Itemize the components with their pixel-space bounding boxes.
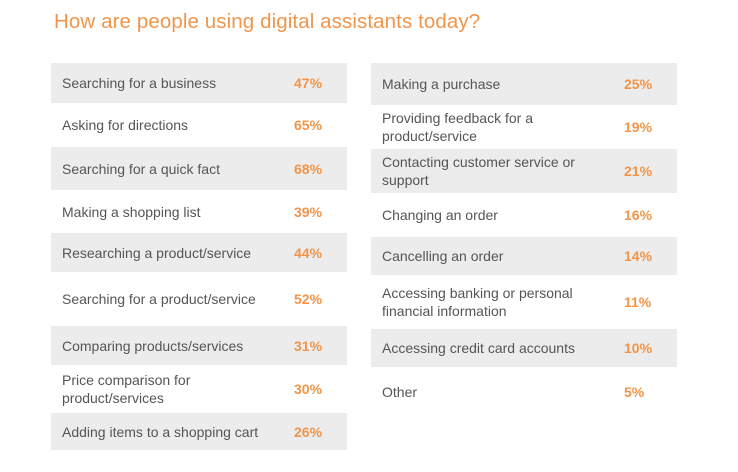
row-label: Comparing products/services: [62, 337, 244, 354]
row-label: Accessing banking or personal financial …: [382, 285, 573, 319]
row-value: 11%: [624, 294, 652, 310]
row-label: Other: [382, 383, 418, 400]
row-value: 44%: [294, 244, 323, 261]
table-row: Searching for a product/service 52%: [51, 272, 347, 326]
table-row: Searching for a quick fact 68%: [51, 147, 347, 190]
row-label: Cancelling an order: [382, 248, 504, 264]
row-value: 5%: [624, 383, 645, 400]
row-value: 19%: [624, 119, 653, 135]
row-value: 16%: [624, 207, 653, 223]
row-label: Searching for a quick fact: [62, 160, 220, 177]
row-label: Changing an order: [382, 207, 498, 223]
table-row: Accessing credit card accounts 10%: [371, 329, 677, 367]
row-label: Asking for directions: [62, 117, 189, 133]
row-label: Searching for a business: [62, 75, 217, 91]
left-column: Searching for a business 47% Asking for di…: [51, 63, 347, 450]
row-label: Contacting customer service or support: [382, 154, 575, 188]
row-value: 39%: [294, 203, 323, 220]
row-label: Providing feedback for a product/service: [382, 110, 533, 144]
table-row: Cancelling an order 14%: [371, 237, 677, 275]
row-label: Searching for a product/service: [62, 291, 256, 307]
row-label: Making a shopping list: [62, 203, 201, 220]
table-row: Providing feedback for a product/service…: [371, 105, 677, 149]
table-row: Other 5%: [371, 367, 677, 416]
row-value: 52%: [294, 291, 323, 307]
table-row: Making a purchase 25%: [371, 63, 677, 105]
table-row: Asking for directions 65%: [51, 103, 347, 147]
row-value: 30%: [294, 381, 323, 397]
row-value: 25%: [624, 76, 653, 92]
row-value: 26%: [294, 423, 323, 440]
table-row: Contacting customer service or support 21…: [371, 149, 677, 193]
row-value: 68%: [294, 160, 323, 177]
row-value: 65%: [294, 117, 323, 133]
row-value: 10%: [624, 340, 653, 356]
row-label: Adding items to a shopping cart: [62, 423, 259, 440]
row-label: Making a purchase: [382, 76, 501, 92]
row-label: Researching a product/service: [62, 244, 252, 261]
table-row: Researching a product/service 44%: [51, 233, 347, 272]
table-row: Making a shopping list 39%: [51, 190, 347, 233]
table-row: Adding items to a shopping cart 26%: [51, 413, 347, 450]
table-row: Searching for a business 47%: [51, 63, 347, 103]
table-row: Accessing banking or personal financial …: [371, 275, 677, 329]
right-column: Making a purchase 25% Providing feedback f…: [371, 63, 677, 416]
row-value: 21%: [624, 163, 653, 179]
row-label: Price comparison for product/services: [62, 372, 191, 406]
row-value: 31%: [294, 337, 323, 354]
table-row: Changing an order 16%: [371, 193, 677, 237]
table-row: Price comparison for product/services 30%: [51, 365, 347, 413]
row-value: 47%: [294, 75, 323, 91]
row-value: 14%: [624, 248, 653, 264]
row-label: Accessing credit card accounts: [382, 340, 575, 356]
table-row: Comparing products/services 31%: [51, 326, 347, 365]
chart-title: How are people using digital assistants …: [54, 10, 481, 33]
